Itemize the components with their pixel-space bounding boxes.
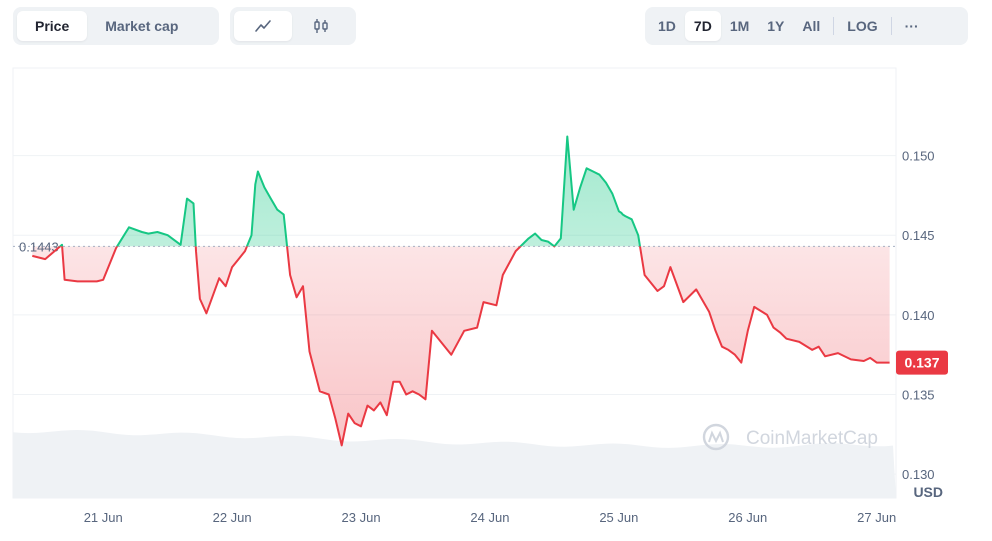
watermark-logo-icon: [702, 423, 730, 451]
x-tick-label: 26 Jun: [728, 510, 767, 525]
price-tab[interactable]: Price: [17, 11, 88, 41]
baseline-label: 0.1443: [19, 239, 59, 254]
x-tick-label: 27 Jun: [857, 510, 896, 525]
range-1d-tab[interactable]: 1D: [658, 18, 676, 34]
range-all-tab[interactable]: All: [802, 18, 821, 34]
x-axis: 21 Jun 22 Jun 23 Jun 24 Jun 25 Jun 26 Jun 27 J…: [84, 510, 896, 525]
range-1m-tab[interactable]: 1M: [729, 18, 750, 34]
price-chart[interactable]: CoinMarketCap 0.1443 0.130 0.135 0.140 0.14…: [0, 60, 992, 541]
market-cap-tab[interactable]: Market cap: [105, 18, 179, 34]
time-range-toggle: 1D 7D 1M 1Y All LOG ···: [645, 7, 968, 45]
metric-toggle: Price Market cap: [13, 7, 219, 45]
toolbar-divider: [890, 17, 892, 35]
candlestick-chart-button[interactable]: [292, 11, 350, 41]
x-tick-label: 22 Jun: [213, 510, 252, 525]
toolbar-divider: [833, 17, 835, 35]
y-tick-label: 0.135: [902, 387, 935, 402]
current-price-label: 0.137: [904, 355, 939, 371]
current-price-badge: 0.137: [896, 350, 948, 375]
y-tick-label: 0.145: [902, 228, 935, 243]
candlestick-icon: [314, 19, 328, 33]
currency-label: USD: [913, 484, 943, 500]
volume-bars: [13, 430, 896, 498]
price-line-down: [32, 246, 890, 447]
y-tick-label: 0.130: [902, 467, 935, 482]
chart-type-toggle: [230, 7, 356, 45]
y-axis: 0.130 0.135 0.140 0.145 0.150: [902, 149, 935, 483]
log-scale-toggle[interactable]: LOG: [847, 18, 878, 34]
area-below-baseline: [32, 246, 890, 446]
more-options-button[interactable]: ···: [904, 18, 919, 34]
range-1y-tab[interactable]: 1Y: [767, 18, 785, 34]
line-chart-button[interactable]: [234, 11, 292, 41]
x-tick-label: 21 Jun: [84, 510, 123, 525]
y-tick-label: 0.140: [902, 308, 935, 323]
watermark-text: CoinMarketCap: [746, 428, 878, 449]
y-tick-label: 0.150: [902, 149, 935, 164]
x-tick-label: 25 Jun: [599, 510, 638, 525]
line-chart-icon: [255, 20, 271, 32]
range-7d-tab[interactable]: 7D: [684, 11, 721, 41]
x-tick-label: 24 Jun: [470, 510, 509, 525]
x-tick-label: 23 Jun: [342, 510, 381, 525]
